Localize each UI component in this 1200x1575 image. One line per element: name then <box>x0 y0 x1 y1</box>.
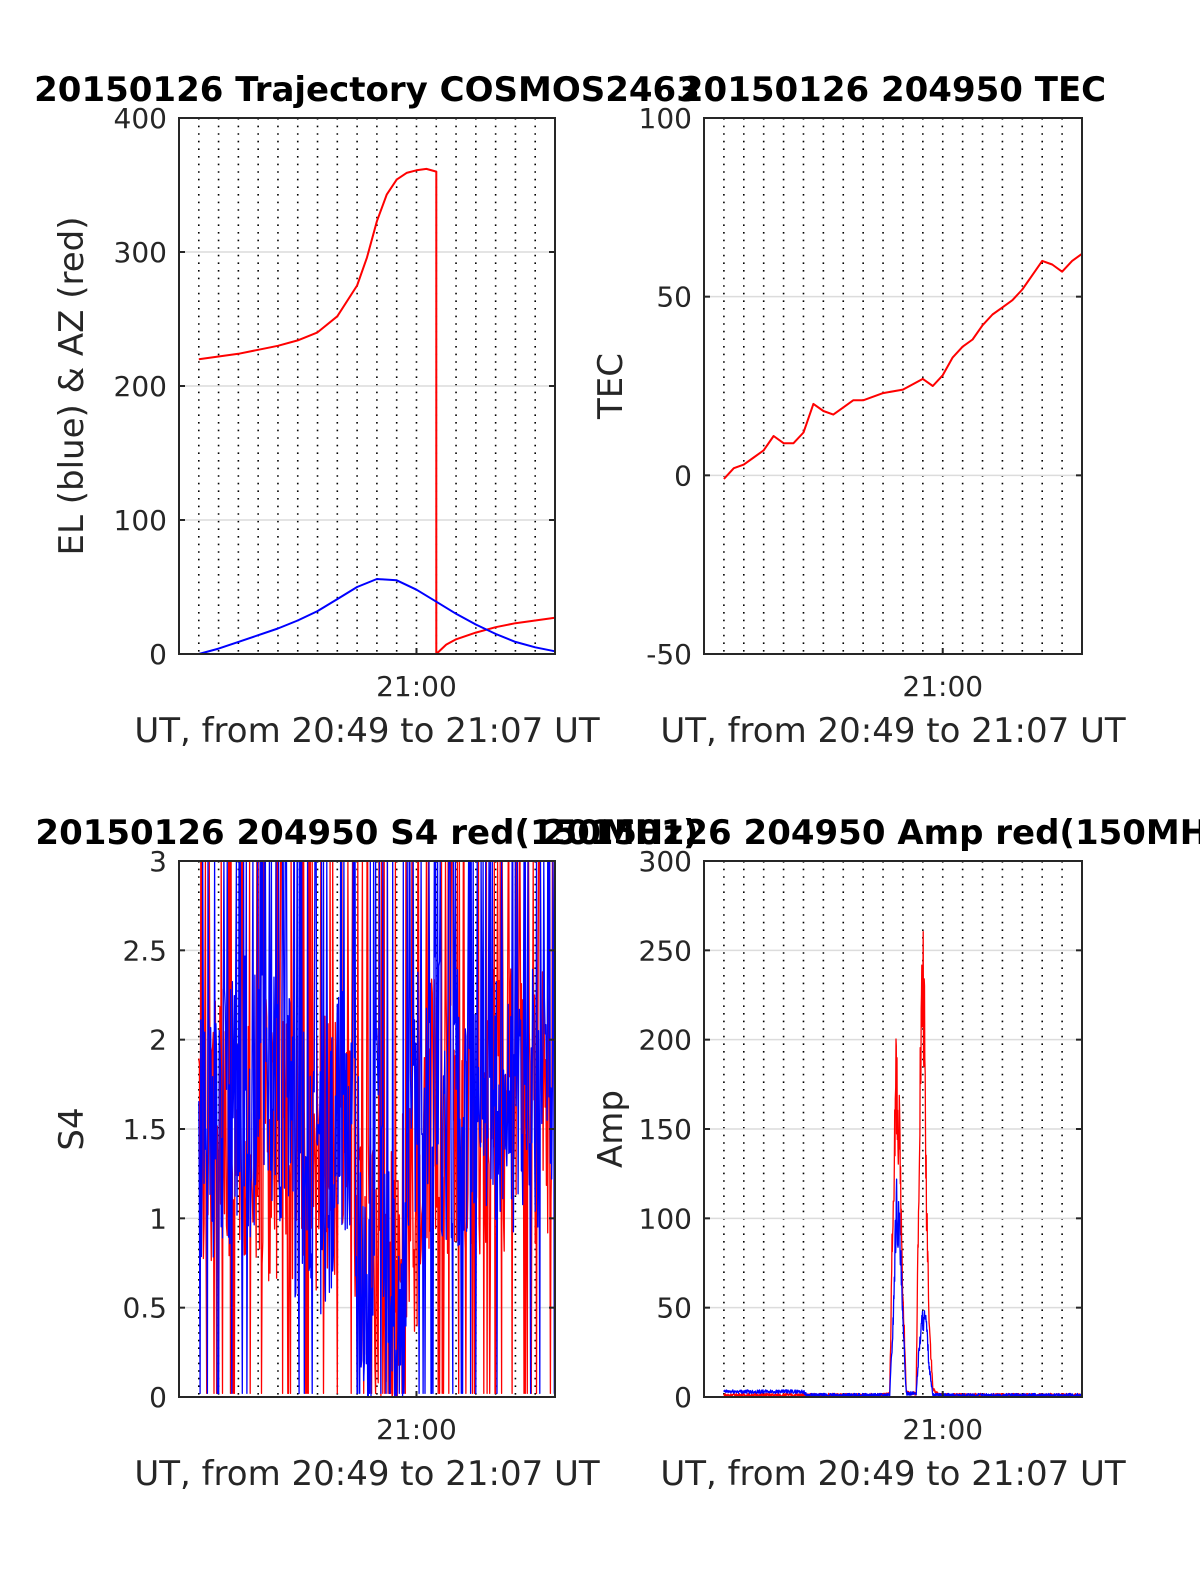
y-tick-label: 300 <box>639 845 692 878</box>
y-tick-label: -50 <box>646 638 692 671</box>
plot-area <box>704 118 1082 654</box>
axes-frame <box>703 117 1083 655</box>
y-tick-label: 400 <box>114 102 167 135</box>
y-tick-label: 50 <box>656 281 692 314</box>
y-tick-label: 200 <box>639 1024 692 1057</box>
y-axis-label: S4 <box>52 1107 92 1150</box>
y-tick-label: 50 <box>656 1292 692 1325</box>
series-line-blue <box>198 860 556 1398</box>
y-tick-label: 0 <box>674 1381 692 1414</box>
y-tick-label: 100 <box>639 1202 692 1235</box>
y-tick-label: 100 <box>114 504 167 537</box>
y-tick-label: 3 <box>149 845 167 878</box>
y-tick-label: 200 <box>114 370 167 403</box>
y-axis-label: EL (blue) & AZ (red) <box>52 216 92 555</box>
y-tick-label: 100 <box>639 102 692 135</box>
x-axis-label: UT, from 20:49 to 21:07 UT <box>660 711 1126 751</box>
y-tick-label: 0.5 <box>122 1292 167 1325</box>
x-tick-label: 21:00 <box>376 1413 457 1446</box>
y-axis-label: Amp <box>591 1090 631 1168</box>
y-tick-label: 0 <box>674 459 692 492</box>
s4-chart: 0 0.5 1 1.5 2 2.5 3 21:00 UT, from 20:49 to 21:0… <box>35 813 698 1494</box>
series-line-az <box>198 167 556 655</box>
y-tick-label: 300 <box>114 236 167 269</box>
x-axis-label: UT, from 20:49 to 21:07 UT <box>660 1454 1126 1494</box>
amp-chart: 0 50 100 150 200 250 300 21:00 UT, from 20:49 to… <box>542 813 1200 1494</box>
chart-title: 20150126 204950 Amp red(150MHz) <box>542 813 1200 853</box>
chart-title: 20150126 204950 TEC <box>680 70 1106 110</box>
series-line-el <box>198 578 556 655</box>
y-tick-label: 0 <box>149 1381 167 1414</box>
tec-chart: -50 0 50 100 21:00 UT, from 20:49 to 21:07 UT… <box>591 70 1126 751</box>
y-tick-label: 2 <box>149 1024 167 1057</box>
y-axis-label: TEC <box>591 353 631 420</box>
y-tick-label: 150 <box>639 1113 692 1146</box>
x-axis-label: UT, from 20:49 to 21:07 UT <box>134 711 600 751</box>
trajectory-chart: 0 100 200 300 400 21:00 UT, from 20:49 to 21:0… <box>34 70 700 751</box>
y-tick-label: 0 <box>149 638 167 671</box>
y-tick-label: 1 <box>149 1202 167 1235</box>
x-axis-label: UT, from 20:49 to 21:07 UT <box>134 1454 600 1494</box>
x-tick-label: 21:00 <box>902 1413 983 1446</box>
x-tick-label: 21:00 <box>376 670 457 703</box>
series-line-red <box>723 252 1083 480</box>
y-tick-label: 250 <box>639 934 692 967</box>
chart-title: 20150126 Trajectory COSMOS2463 <box>34 70 700 110</box>
x-tick-label: 21:00 <box>902 670 983 703</box>
y-tick-label: 1.5 <box>122 1113 167 1146</box>
chart-title: 20150126 204950 S4 red(150MHz) <box>35 813 698 853</box>
series-line-blue <box>723 1178 1083 1398</box>
y-tick-label: 2.5 <box>122 934 167 967</box>
